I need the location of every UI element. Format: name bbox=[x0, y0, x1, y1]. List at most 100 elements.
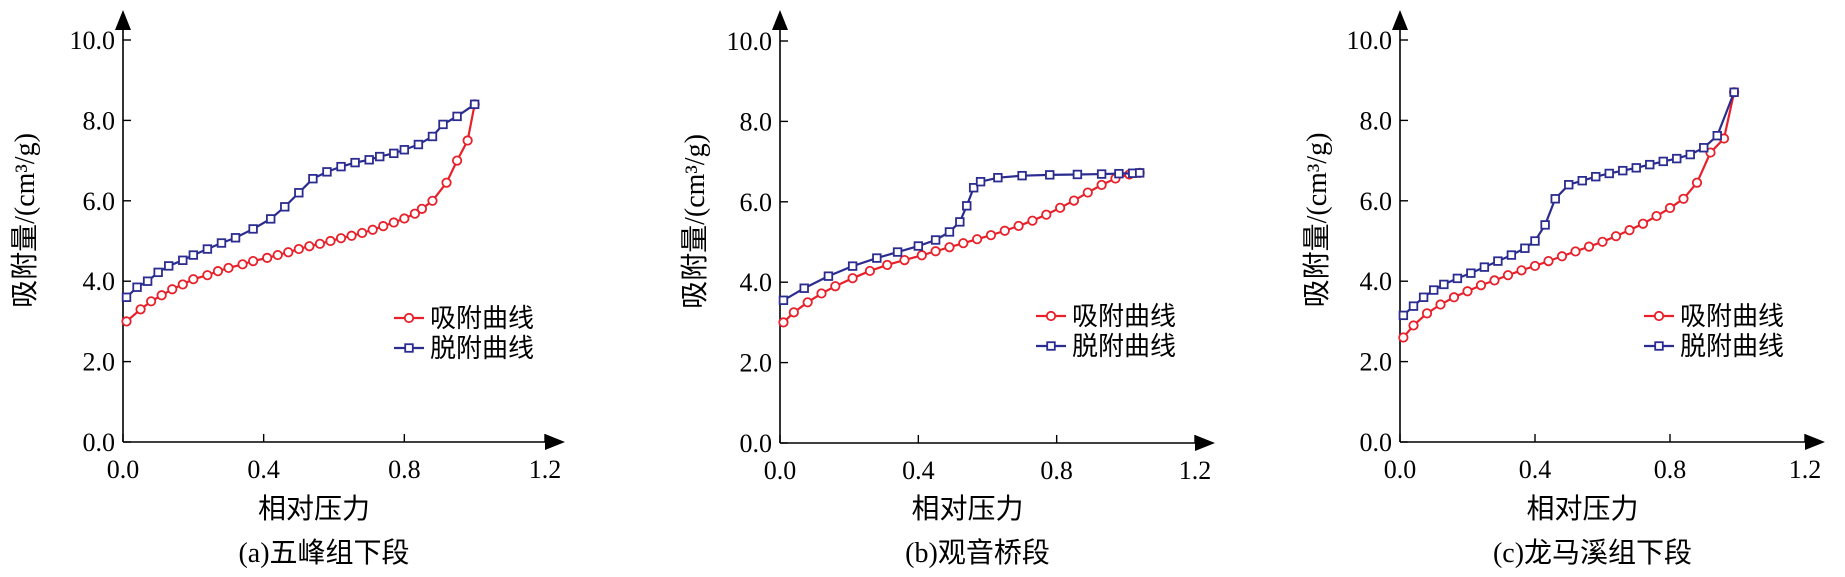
adsorption-point bbox=[1055, 202, 1066, 213]
desorption-point bbox=[872, 253, 882, 263]
desorption-point bbox=[178, 255, 188, 265]
adsorption-point bbox=[409, 208, 420, 219]
desorption-point bbox=[322, 167, 332, 177]
x-tick-label: 0.8 bbox=[1654, 455, 1687, 484]
y-tick-label: 2.0 bbox=[83, 348, 116, 377]
adsorption-point bbox=[1691, 177, 1703, 188]
y-tick-label: 10.0 bbox=[70, 26, 116, 55]
adsorption-point bbox=[212, 266, 224, 277]
adsorption-point bbox=[304, 241, 315, 252]
desorption-point bbox=[364, 155, 374, 165]
adsorption-point bbox=[399, 213, 410, 224]
adsorption-point bbox=[864, 265, 876, 277]
desorption-point bbox=[847, 261, 858, 271]
desorption-point bbox=[1493, 256, 1503, 266]
adsorption-point bbox=[1462, 286, 1473, 297]
desorption-point bbox=[308, 173, 318, 184]
desorption-point bbox=[336, 161, 346, 172]
y-tick-label: 10.0 bbox=[727, 27, 773, 56]
series-line-desorption bbox=[125, 103, 476, 299]
x-axis-label: 相对压力 bbox=[258, 493, 370, 525]
adsorption-point bbox=[788, 307, 799, 318]
desorption-point bbox=[265, 214, 276, 224]
adsorption-point bbox=[416, 203, 428, 214]
desorption-point bbox=[1604, 168, 1614, 179]
adsorption-point bbox=[1583, 241, 1595, 252]
desorption-point bbox=[1699, 143, 1709, 153]
adsorption-point bbox=[1096, 179, 1107, 191]
desorption-point bbox=[1530, 236, 1540, 246]
adsorption-point bbox=[1529, 260, 1541, 272]
desorption-point bbox=[399, 145, 410, 155]
desorption-point bbox=[1712, 130, 1722, 141]
desorption-point bbox=[1729, 87, 1739, 97]
desorption-point bbox=[1452, 273, 1463, 284]
adsorption-point bbox=[335, 233, 347, 244]
chart-caption: (c)龙马溪组下段 bbox=[1493, 537, 1692, 569]
desorption-point bbox=[132, 282, 142, 292]
adsorption-point bbox=[272, 249, 283, 261]
adsorption-point bbox=[899, 254, 910, 266]
y-tick-label: 6.0 bbox=[1360, 187, 1393, 216]
desorption-point bbox=[1618, 165, 1628, 176]
desorption-point bbox=[121, 292, 132, 302]
adsorption-point bbox=[778, 317, 789, 328]
desorption-point bbox=[1466, 268, 1476, 278]
adsorption-point bbox=[441, 177, 452, 188]
adsorption-point bbox=[367, 224, 378, 235]
desorption-point bbox=[1439, 279, 1449, 290]
desorption-point bbox=[375, 151, 385, 162]
desorption-point bbox=[1645, 159, 1655, 170]
adsorption-point bbox=[944, 242, 955, 253]
desorption-point bbox=[1429, 285, 1439, 295]
adsorption-point bbox=[847, 273, 858, 284]
adsorption-point bbox=[451, 155, 463, 166]
adsorption-point bbox=[830, 281, 841, 292]
desorption-point bbox=[1096, 169, 1107, 179]
adsorption-point bbox=[1610, 231, 1622, 242]
adsorption-point bbox=[1013, 220, 1024, 232]
legend-label: 吸附曲线 bbox=[430, 304, 534, 333]
x-tick-label: 0.8 bbox=[388, 455, 421, 484]
adsorption-point bbox=[1516, 265, 1527, 276]
x-tick-label: 0.4 bbox=[902, 456, 935, 485]
adsorption-point bbox=[357, 227, 368, 239]
adsorption-point bbox=[985, 230, 997, 241]
desorption-point bbox=[1540, 220, 1550, 230]
desorption-point bbox=[962, 201, 972, 211]
x-axis-arrow-icon bbox=[545, 434, 565, 450]
desorption-point bbox=[975, 176, 986, 187]
desorption-point bbox=[778, 295, 789, 305]
desorption-point bbox=[350, 157, 360, 168]
desorption-point bbox=[1658, 156, 1668, 167]
y-axis-arrow-icon bbox=[1392, 10, 1408, 30]
adsorption-point bbox=[293, 243, 304, 255]
y-axis-label: 吸附量/(cm³/g) bbox=[1301, 133, 1333, 308]
x-axis-arrow-icon bbox=[1805, 434, 1825, 450]
adsorption-point bbox=[156, 290, 167, 301]
desorption-point bbox=[955, 217, 965, 227]
legend-marker-circle-icon bbox=[1653, 310, 1665, 322]
desorption-point bbox=[823, 271, 834, 281]
x-tick-label: 0.4 bbox=[1519, 455, 1552, 484]
adsorption-point bbox=[325, 235, 336, 247]
desorption-point bbox=[944, 227, 955, 237]
adsorption-point bbox=[1502, 270, 1514, 281]
y-tick-label: 0.0 bbox=[83, 428, 116, 457]
desorption-point bbox=[142, 276, 153, 286]
chart-panel-2: 0.0 2.0 4.0 6.0 8.0 10.0 0.0 0.4 0.8 1.2 相对压力 吸附量/(… bbox=[1301, 10, 1825, 569]
y-tick-label: 6.0 bbox=[740, 188, 773, 217]
adsorption-point bbox=[1398, 332, 1409, 343]
adsorption-point bbox=[882, 259, 893, 271]
desorption-point bbox=[799, 283, 809, 293]
desorption-point bbox=[1418, 292, 1429, 302]
adsorption-point bbox=[1448, 292, 1460, 303]
chart-panel-0: 0.0 2.0 4.0 6.0 8.0 10.0 0.0 0.4 0.8 1.2 相对压力 吸附量/(… bbox=[9, 10, 565, 569]
adsorption-point bbox=[1651, 210, 1662, 222]
y-tick-label: 4.0 bbox=[1360, 267, 1393, 296]
desorption-point bbox=[993, 172, 1003, 183]
desorption-point bbox=[1072, 169, 1083, 180]
legend-marker-circle-icon bbox=[403, 312, 415, 324]
desorption-point bbox=[413, 139, 424, 150]
adsorption-point bbox=[999, 225, 1010, 236]
